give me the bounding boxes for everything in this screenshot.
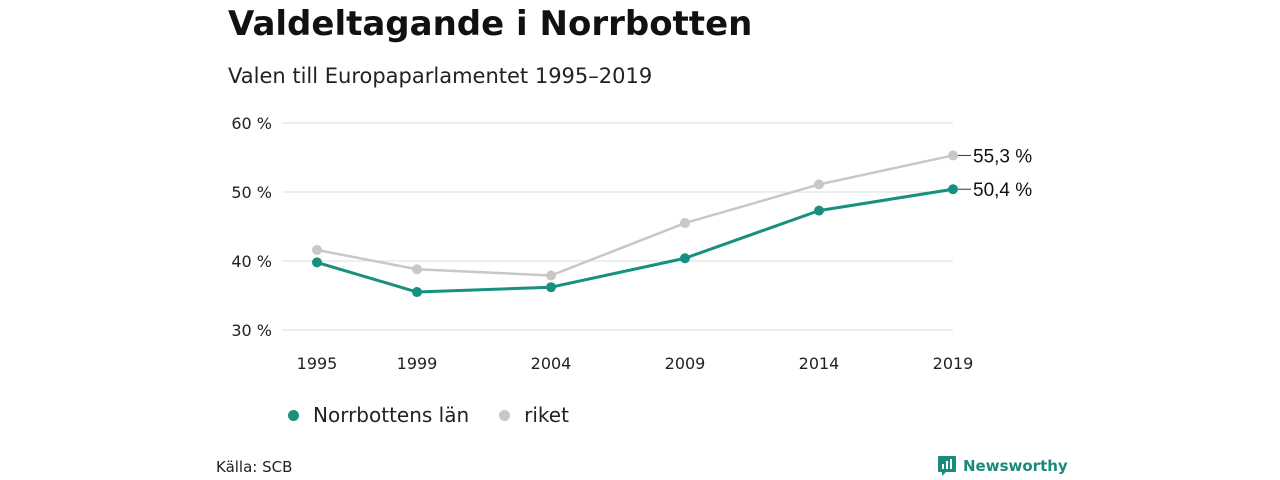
line-chart: 30 % 40 % 50 % 60 % 1995 1999 2004 2009 2014 2019… <box>231 114 1032 373</box>
chart-title: Valdeltagande i Norrbotten <box>228 4 753 44</box>
chart-legend: Norrbottens län riket <box>288 403 569 427</box>
x-tick-label: 2019 <box>933 354 974 373</box>
data-point-national <box>948 150 958 161</box>
data-point-national <box>546 270 556 281</box>
y-tick-label: 30 % <box>231 321 272 340</box>
legend-marker-region <box>288 409 299 421</box>
y-tick-label: 60 % <box>231 114 272 133</box>
x-tick-label: 2004 <box>531 354 572 373</box>
x-tick-label: 2014 <box>799 354 840 373</box>
data-point-region <box>948 184 958 195</box>
data-point-national <box>814 179 824 190</box>
x-tick-label: 1995 <box>297 354 338 373</box>
y-tick-label: 50 % <box>231 183 272 202</box>
y-tick-label: 40 % <box>231 252 272 271</box>
legend-item-region: Norrbottens län <box>288 403 469 427</box>
data-point-region <box>312 257 322 268</box>
legend-item-national: riket <box>499 403 569 427</box>
data-point-region <box>412 287 422 298</box>
data-point-national <box>412 264 422 275</box>
series-line-region <box>315 187 955 294</box>
end-label-national: 55,3 % <box>973 146 1032 167</box>
data-point-national <box>680 218 690 229</box>
chart-subtitle: Valen till Europaparlamentet 1995–2019 <box>228 64 653 88</box>
legend-label-region: Norrbottens län <box>313 403 470 427</box>
x-tick-label: 1999 <box>397 354 438 373</box>
legend-marker-national <box>499 409 511 421</box>
data-point-national <box>312 244 322 255</box>
end-label-region: 50,4 % <box>973 180 1032 201</box>
bar-chart-icon <box>938 456 956 476</box>
brand-name: Newsworthy <box>963 457 1068 475</box>
data-point-region <box>546 282 556 293</box>
series-line-national <box>315 154 955 277</box>
source-note: Källa: SCB <box>216 458 293 476</box>
x-tick-label: 2009 <box>665 354 706 373</box>
legend-label-national: riket <box>524 403 569 427</box>
data-point-region <box>680 253 690 264</box>
brand-logo: Newsworthy <box>937 455 1068 477</box>
data-point-region <box>814 205 824 216</box>
